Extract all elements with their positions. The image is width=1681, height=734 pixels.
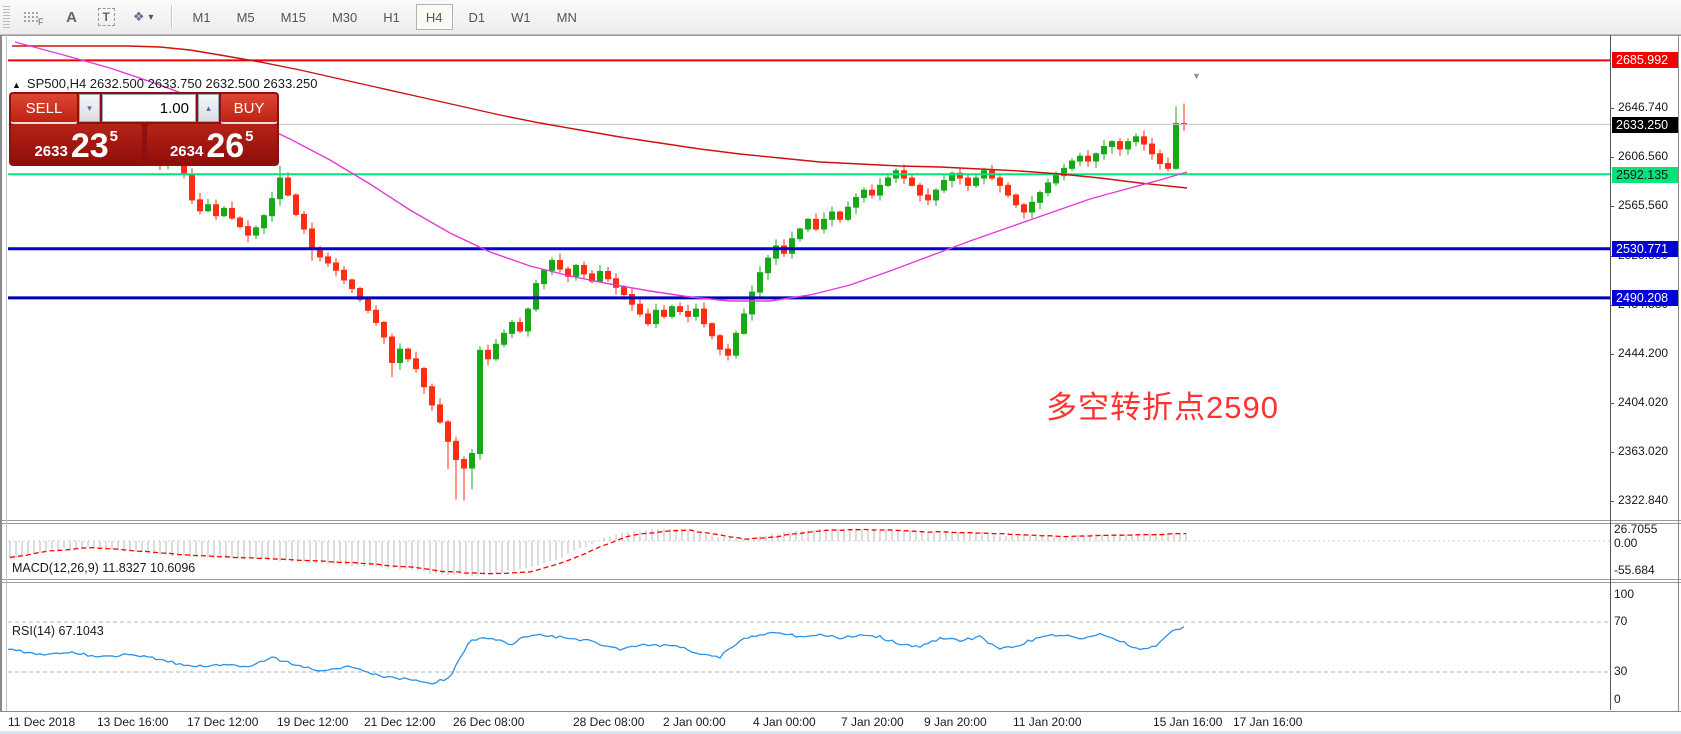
window-bottom-edge [0, 731, 1681, 734]
price-level-label: 2490.208 [1612, 290, 1678, 306]
sell-button[interactable]: SELL [11, 94, 77, 122]
chart-shift-marker-icon[interactable]: ▼ [1192, 71, 1201, 81]
sell-quote[interactable]: 2633 23 5 [11, 124, 142, 164]
time-axis[interactable]: 11 Dec 2018 13 Dec 16:00 17 Dec 12:00 19 De… [0, 711, 1681, 732]
price-axis-tick: 2565.560 [1618, 198, 1669, 212]
time-axis-label: 4 Jan 00:00 [753, 715, 816, 729]
price-axis-tick: 2404.020 [1618, 395, 1669, 409]
volume-input[interactable] [102, 94, 196, 122]
price-level-label: 2530.771 [1612, 241, 1678, 257]
price-axis-tick-mark [1610, 206, 1614, 207]
time-axis-label: 17 Dec 12:00 [187, 715, 259, 729]
rsi-axis-tick: 70 [1614, 614, 1628, 628]
price-axis-tick: 2606.560 [1618, 149, 1669, 163]
price-level-label: 2685.992 [1612, 52, 1678, 68]
price-level-label: 2633.250 [1612, 117, 1678, 133]
price-axis-tick: 2646.740 [1618, 100, 1669, 114]
text-label-tool-button[interactable]: A [57, 4, 87, 30]
buy-quote[interactable]: 2634 26 5 [146, 124, 277, 166]
price-axis-tick-mark [1610, 452, 1614, 453]
sell-price-fraction: 5 [109, 128, 119, 145]
chart-annotation-text: 多空转折点2590 [1046, 390, 1279, 425]
timeframe-button-MN[interactable]: MN [547, 4, 587, 30]
buy-button[interactable]: BUY [221, 94, 277, 122]
text-box-icon: T [97, 8, 115, 26]
timeframe-button-M15[interactable]: M15 [271, 4, 316, 30]
time-axis-label: 21 Dec 12:00 [364, 715, 436, 729]
toolbar: F A T ❖ ▾ M1 M5 M15 M30 H1 H4 D1 W1 MN [0, 0, 1681, 35]
toolbar-drag-handle[interactable] [3, 6, 10, 28]
volume-decrease-button[interactable]: ▾ [79, 94, 100, 122]
timeframe-button-M30[interactable]: M30 [322, 4, 367, 30]
time-axis-label: 2 Jan 00:00 [663, 715, 726, 729]
buy-price-fraction: 5 [245, 128, 254, 145]
price-axis-tick: 2322.840 [1618, 493, 1669, 507]
fibonacci-icon-label: F [38, 17, 44, 27]
sell-price-prefix: 2633 [34, 143, 68, 160]
rsi-axis-tick: 0 [1614, 692, 1621, 706]
buy-price-main: 26 [206, 127, 245, 166]
timeframe-button-M5[interactable]: M5 [227, 4, 265, 30]
time-axis-label: 11 Dec 2018 [8, 715, 76, 729]
text-label-icon: A [66, 8, 77, 26]
toolbar-separator [170, 5, 172, 29]
text-box-tool-button[interactable]: T [91, 4, 122, 30]
symbol-ohlc-text: SP500,H4 2632.500 2633.750 2632.500 2633… [26, 76, 318, 91]
rsi-axis-tick: 100 [1614, 587, 1635, 601]
price-axis-tick-mark [1610, 501, 1614, 502]
one-click-trade-panel: SELL ▾ ▴ BUY 2633 23 5 2634 26 5 [9, 92, 279, 166]
macd-axis-tick: 0.00 [1614, 536, 1638, 550]
buy-price-prefix: 2634 [169, 143, 204, 160]
timeframe-button-W1[interactable]: W1 [501, 4, 541, 30]
chevron-down-icon: ▾ [148, 11, 154, 23]
time-axis-label: 7 Jan 20:00 [841, 715, 904, 729]
fibonacci-icon [23, 10, 40, 24]
price-axis-tick-mark [1610, 108, 1614, 109]
macd-label: MACD(12,26,9) 11.8327 10.6096 [12, 561, 196, 575]
timeframe-button-D1[interactable]: D1 [459, 4, 496, 30]
price-axis-tick: 2363.020 [1618, 444, 1669, 458]
time-axis-label: 9 Jan 20:00 [924, 715, 987, 729]
time-axis-label: 19 Dec 12:00 [277, 715, 349, 729]
timeframe-button-M1[interactable]: M1 [183, 4, 221, 30]
time-axis-label: 26 Dec 08:00 [453, 715, 525, 729]
timeframe-button-H4[interactable]: H4 [415, 4, 453, 30]
rsi-axis-tick: 30 [1614, 664, 1628, 678]
price-axis-tick-mark [1610, 354, 1614, 355]
shapes-tool-button[interactable]: ❖ ▾ [126, 4, 161, 30]
time-axis-label: 15 Jan 16:00 [1153, 715, 1223, 729]
macd-axis-tick: 26.7055 [1614, 522, 1658, 536]
shapes-icon: ❖ [132, 9, 145, 24]
time-axis-label: 28 Dec 08:00 [573, 715, 645, 729]
time-axis-label: 11 Jan 20:00 [1013, 715, 1082, 729]
rsi-indicator-chart[interactable] [7, 583, 1610, 710]
collapse-arrow-icon: ▲ [12, 80, 21, 90]
price-axis-tick-mark [1610, 157, 1614, 158]
rsi-label: RSI(14) 67.1043 [12, 624, 104, 638]
price-axis-tick: 2444.200 [1618, 346, 1669, 360]
fibonacci-tool-button[interactable]: F [16, 4, 53, 30]
macd-axis-tick: -55.684 [1614, 563, 1655, 577]
chart-window: ▲ SP500,H4 2632.500 2633.750 2632.500 263… [0, 35, 1681, 731]
timeframe-button-group: M1 M5 M15 M30 H1 H4 D1 W1 MN [180, 4, 590, 30]
sell-price-main: 23 [70, 127, 109, 166]
time-axis-label: 17 Jan 16:00 [1233, 715, 1303, 729]
symbol-header: ▲ SP500,H4 2632.500 2633.750 2632.500 263… [12, 76, 318, 91]
macd-indicator-chart[interactable] [8, 523, 1610, 580]
timeframe-button-H1[interactable]: H1 [373, 4, 410, 30]
volume-increase-button[interactable]: ▴ [198, 94, 219, 122]
price-axis-tick-mark [1610, 403, 1614, 404]
main-price-chart[interactable] [8, 37, 1610, 520]
time-axis-label: 13 Dec 16:00 [97, 715, 169, 729]
price-level-label: 2592.135 [1612, 167, 1678, 183]
